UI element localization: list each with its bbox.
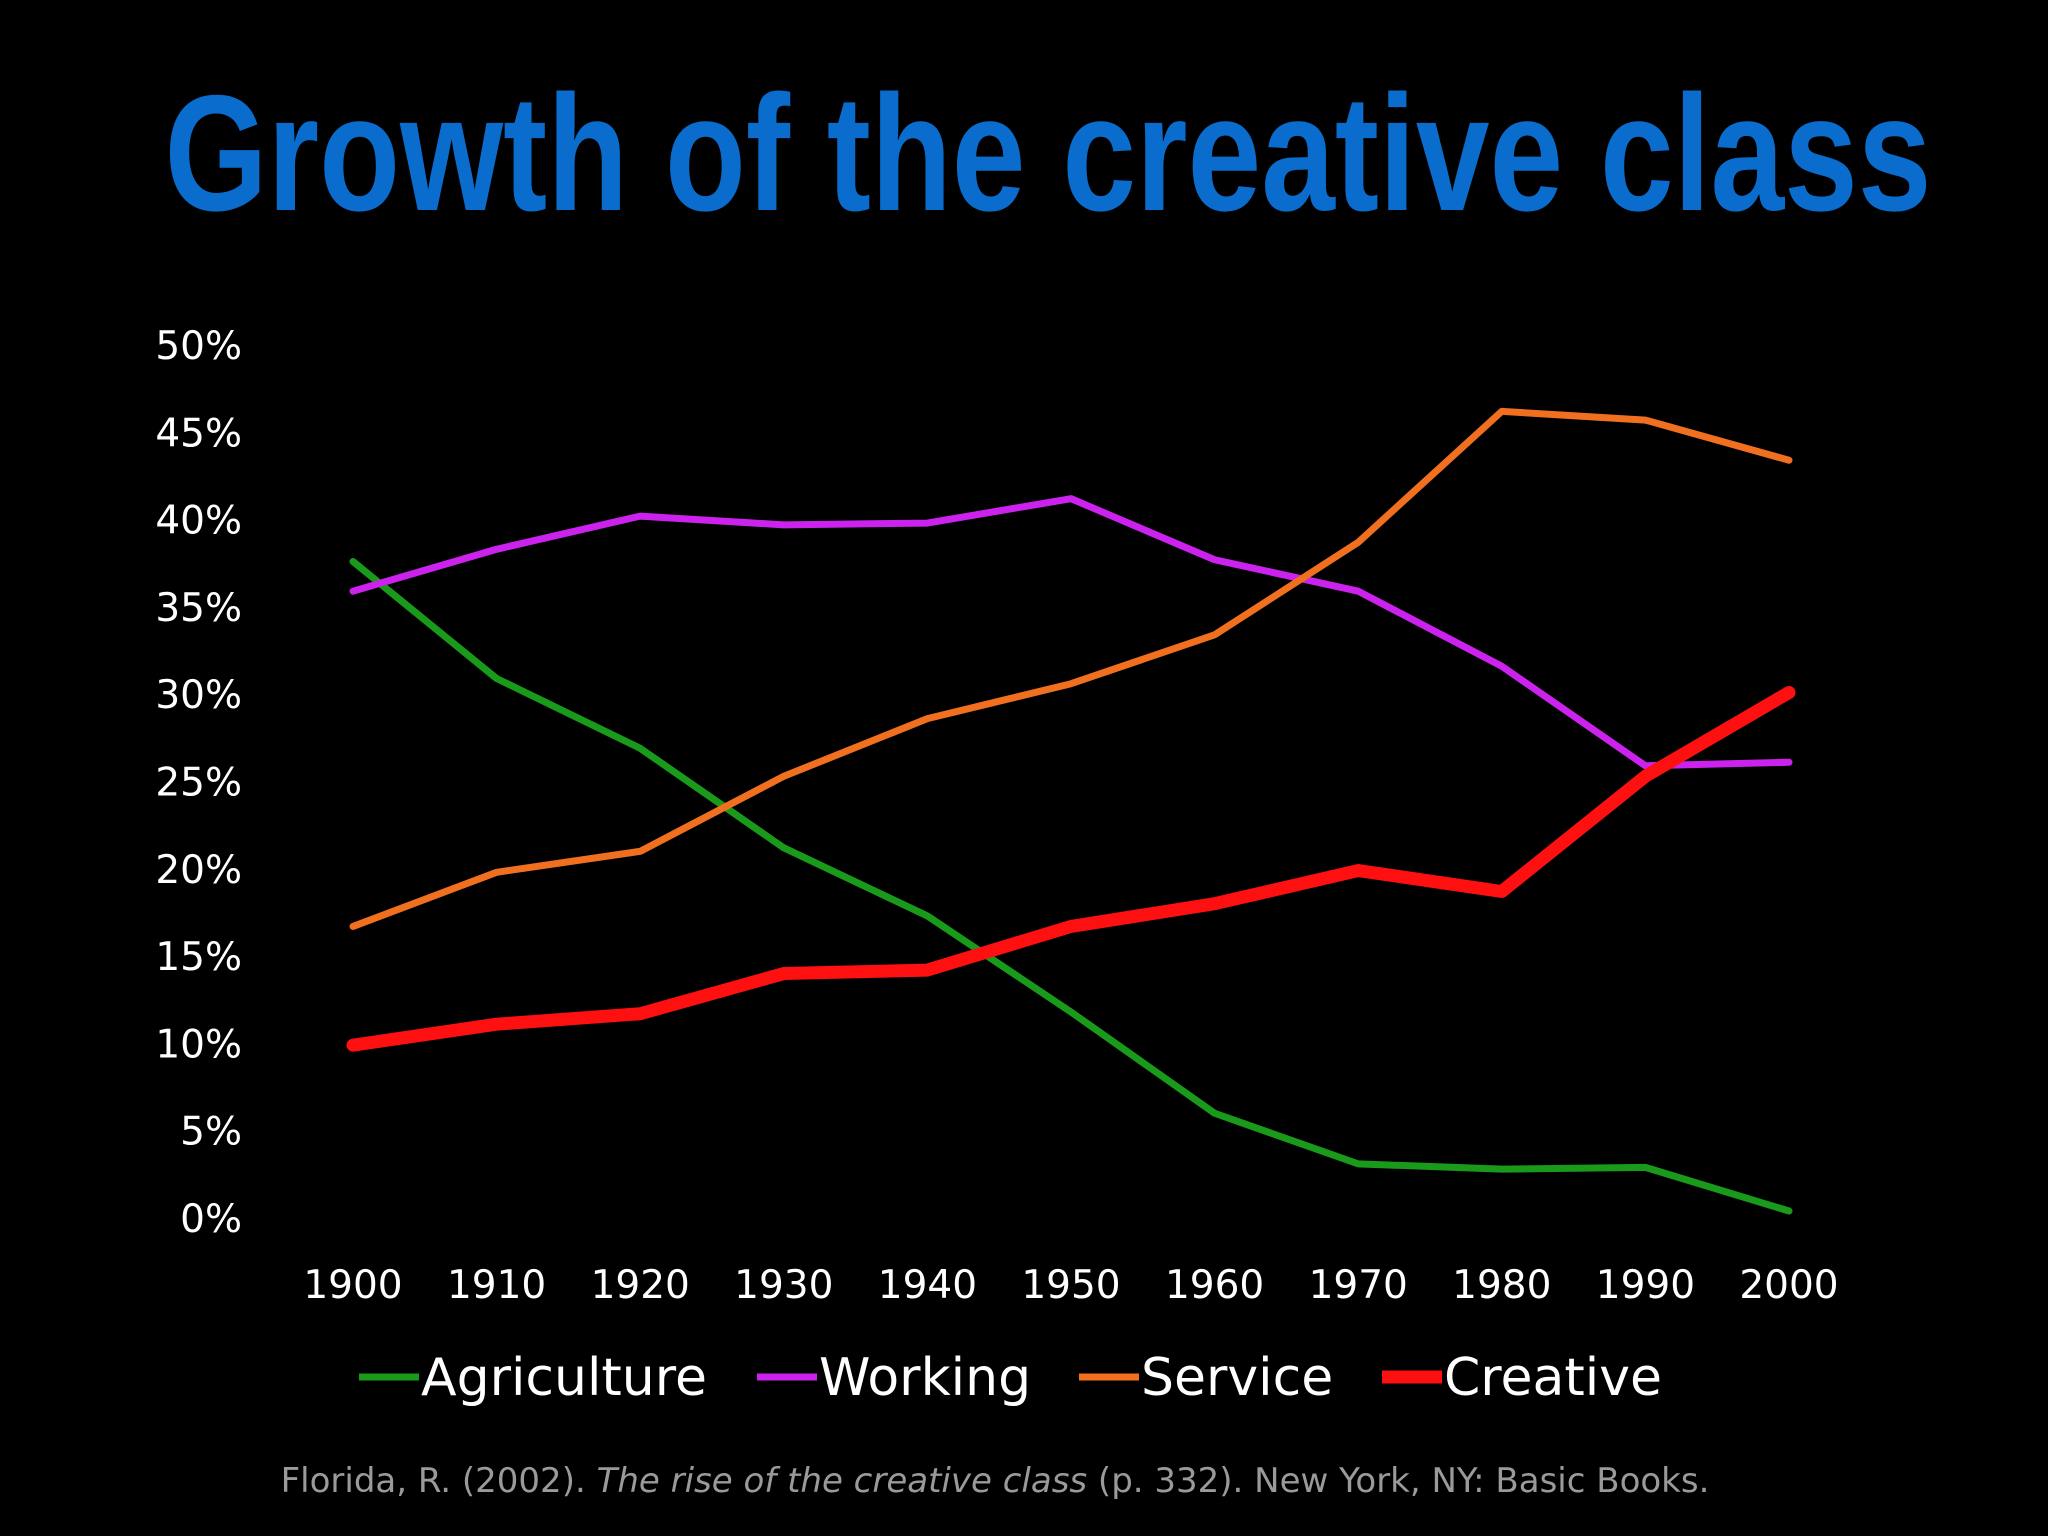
legend-label: Creative (1444, 1348, 1662, 1408)
x-tick-label: 1970 (1309, 1263, 1408, 1308)
y-tick-label: 20% (155, 848, 242, 893)
x-tick-label: 1960 (1165, 1263, 1264, 1308)
chart-title: Growth of the creative class (165, 61, 1932, 245)
y-tick-label: 50% (155, 324, 242, 369)
source-text: (p. 332). New York, NY: Basic Books. (1087, 1461, 1709, 1501)
y-tick-label: 40% (155, 499, 242, 544)
y-tick-label: 45% (155, 411, 242, 456)
y-tick-label: 5% (180, 1110, 242, 1155)
source: Florida, R. (2002). The rise of the crea… (281, 1461, 1710, 1501)
y-tick-label: 10% (155, 1022, 242, 1067)
series-line (346, 685, 1796, 1052)
x-tick-label: 1920 (591, 1263, 690, 1308)
y-tick-label: 15% (155, 935, 242, 980)
x-tick-label: 1980 (1452, 1263, 1551, 1308)
legend-label: Agriculture (421, 1348, 707, 1408)
legend-label: Service (1141, 1348, 1333, 1408)
x-tick-label: 1940 (878, 1263, 977, 1308)
x-tick-label: 2000 (1739, 1263, 1838, 1308)
source-title: The rise of the creative class (597, 1461, 1088, 1501)
legend-label: Working (819, 1348, 1031, 1408)
series-line (349, 407, 1793, 930)
series-line (349, 558, 1793, 1215)
x-tick-label: 1910 (447, 1263, 546, 1308)
x-tick-label: 1930 (734, 1263, 833, 1308)
series-line (349, 495, 1793, 770)
y-tick-label: 0% (180, 1197, 242, 1242)
x-tick-label: 1950 (1021, 1263, 1120, 1308)
y-tick-label: 35% (155, 586, 242, 631)
source-text: Florida, R. (2002). (281, 1461, 597, 1501)
y-tick-label: 25% (155, 761, 242, 806)
x-tick-label: 1990 (1596, 1263, 1695, 1308)
x-tick-label: 1900 (303, 1263, 402, 1308)
y-tick-label: 30% (155, 673, 242, 718)
